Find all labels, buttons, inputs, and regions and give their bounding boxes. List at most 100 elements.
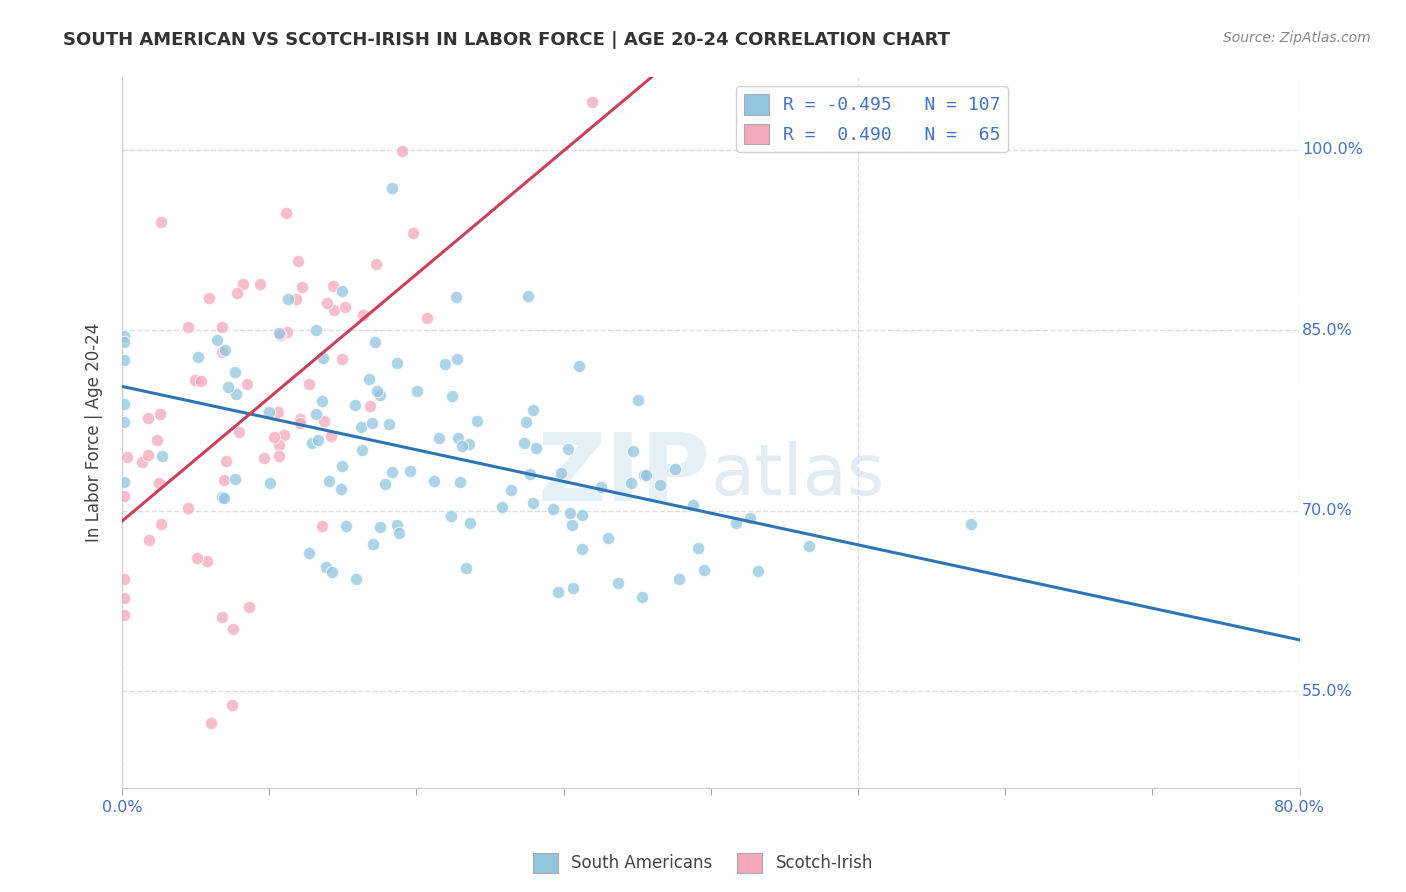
Point	[177, 319, 200, 334]
Point	[451, 439, 474, 453]
Point	[353, 308, 375, 322]
Point	[305, 407, 328, 421]
Point	[267, 326, 290, 341]
Point	[312, 414, 335, 428]
Point	[184, 373, 207, 387]
Point	[335, 519, 357, 533]
Point	[267, 449, 290, 463]
Point	[381, 181, 404, 195]
Point	[620, 475, 643, 490]
Point	[150, 449, 173, 463]
Point	[222, 622, 245, 636]
Y-axis label: In Labor Force | Age 20-24: In Labor Force | Age 20-24	[86, 323, 103, 542]
Point	[385, 517, 408, 532]
Legend: South Americans, Scotch-Irish: South Americans, Scotch-Irish	[526, 847, 880, 880]
Point	[454, 560, 477, 574]
Point	[301, 435, 323, 450]
Point	[217, 379, 239, 393]
Point	[519, 467, 541, 482]
Point	[112, 591, 135, 606]
Point	[388, 525, 411, 540]
Point	[381, 465, 404, 479]
Point	[960, 516, 983, 531]
Point	[799, 539, 821, 553]
Point	[136, 448, 159, 462]
Point	[387, 356, 409, 370]
Point	[350, 419, 373, 434]
Point	[224, 472, 246, 486]
Point	[458, 516, 481, 531]
Point	[568, 359, 591, 373]
Point	[226, 285, 249, 300]
Text: 55.0%: 55.0%	[1302, 684, 1353, 699]
Point	[441, 389, 464, 403]
Point	[146, 433, 169, 447]
Point	[149, 516, 172, 531]
Point	[368, 388, 391, 402]
Point	[186, 551, 208, 566]
Point	[333, 300, 356, 314]
Point	[467, 414, 489, 428]
Point	[315, 560, 337, 574]
Point	[406, 384, 429, 398]
Point	[149, 407, 172, 421]
Text: 100.0%: 100.0%	[1302, 142, 1362, 157]
Point	[288, 416, 311, 430]
Point	[517, 288, 540, 302]
Point	[195, 554, 218, 568]
Point	[149, 215, 172, 229]
Point	[273, 427, 295, 442]
Point	[429, 432, 451, 446]
Point	[686, 541, 709, 555]
Point	[571, 508, 593, 522]
Point	[307, 433, 329, 447]
Point	[491, 500, 513, 515]
Point	[212, 473, 235, 487]
Point	[211, 320, 233, 334]
Point	[627, 392, 650, 407]
Point	[276, 325, 298, 339]
Point	[269, 328, 291, 343]
Text: Source: ZipAtlas.com: Source: ZipAtlas.com	[1223, 31, 1371, 45]
Point	[131, 455, 153, 469]
Point	[433, 357, 456, 371]
Point	[561, 518, 583, 533]
Point	[352, 442, 374, 457]
Point	[318, 475, 340, 489]
Point	[249, 277, 271, 291]
Point	[321, 429, 343, 443]
Point	[112, 475, 135, 489]
Point	[323, 302, 346, 317]
Point	[344, 572, 367, 586]
Point	[561, 581, 583, 595]
Point	[112, 352, 135, 367]
Point	[211, 345, 233, 359]
Point	[215, 453, 238, 467]
Point	[253, 450, 276, 465]
Point	[211, 490, 233, 504]
Point	[513, 436, 536, 450]
Point	[423, 474, 446, 488]
Point	[287, 254, 309, 268]
Point	[112, 416, 135, 430]
Point	[364, 257, 387, 271]
Point	[212, 491, 235, 505]
Point	[190, 374, 212, 388]
Point	[112, 489, 135, 503]
Point	[115, 450, 138, 464]
Point	[596, 531, 619, 545]
Point	[225, 387, 247, 401]
Point	[321, 565, 343, 579]
Point	[668, 572, 690, 586]
Point	[269, 438, 291, 452]
Point	[259, 475, 281, 490]
Point	[522, 403, 544, 417]
Point	[236, 376, 259, 391]
Point	[693, 563, 716, 577]
Point	[214, 343, 236, 358]
Point	[298, 546, 321, 560]
Point	[631, 590, 654, 604]
Point	[682, 498, 704, 512]
Point	[285, 292, 308, 306]
Text: SOUTH AMERICAN VS SCOTCH-IRISH IN LABOR FORCE | AGE 20-24 CORRELATION CHART: SOUTH AMERICAN VS SCOTCH-IRISH IN LABOR …	[63, 31, 950, 49]
